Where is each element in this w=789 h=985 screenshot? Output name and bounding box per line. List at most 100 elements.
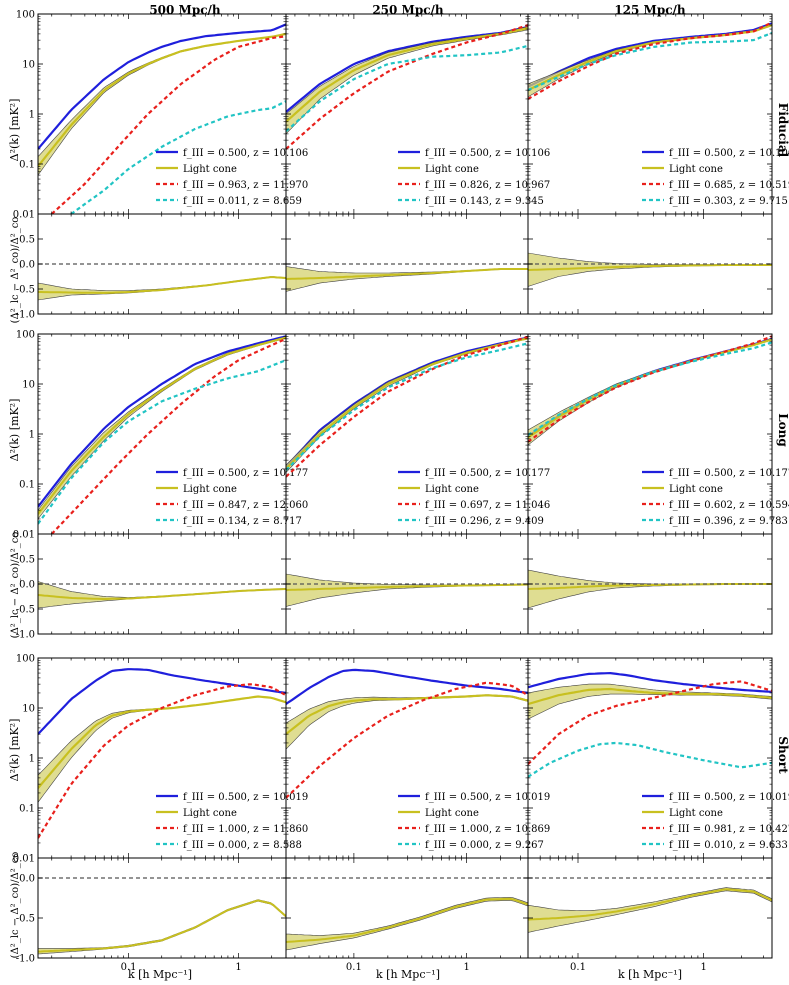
series-line-1 <box>38 668 286 735</box>
xlabel-3: k [h Mpc⁻¹] <box>618 968 682 981</box>
legend-label-1: f_III = 0.500, z = 10.019 <box>669 792 789 803</box>
ratio-band <box>528 569 772 609</box>
panel-3-3: f_III = 0.500, z = 10.019 Light cone f_III… <box>527 657 789 973</box>
series-line-4 <box>528 31 772 92</box>
legend-label-1: f_III = 0.500, z = 10.177 <box>183 468 308 479</box>
ratio-y-tick-label: -0.5 <box>16 605 35 616</box>
legend: f_III = 0.500, z = 10.177 Light cone f_III… <box>156 468 308 527</box>
ylabel-bottom-fiducial: (Δ²_lc − Δ²_co)/Δ²_co <box>10 217 21 324</box>
series-line-4 <box>286 44 528 133</box>
ratio-y-tick-label: 0.5 <box>19 555 35 566</box>
ylabel-top-fiducial: Δ²(k) [mK²] <box>8 99 21 162</box>
y-tick-label: 10 <box>22 380 35 391</box>
row-labels: Fiducial Long Short <box>776 103 789 774</box>
legend: f_III = 0.500, z = 10.106 Light cone f_III… <box>642 148 789 207</box>
ylabel-top-short: Δ²(k) [mK²] <box>8 719 21 782</box>
legend: f_III = 0.500, z = 10.019 Light cone f_III… <box>642 792 789 851</box>
legend-label-4: f_III = 0.396, z = 9.783 <box>669 516 788 527</box>
legend: f_III = 0.500, z = 10.019 Light cone f_III… <box>398 792 550 851</box>
ratio-band <box>286 266 528 292</box>
light-cone-band <box>528 338 772 446</box>
ylabel-top-long: Δ²(k) [mK²] <box>8 399 21 462</box>
power-spectrum-panel <box>286 335 528 478</box>
ratio-line <box>286 897 528 943</box>
legend-label-2: Light cone <box>425 164 479 175</box>
y-tick-label: 10 <box>22 704 35 715</box>
ratio-band <box>286 573 528 607</box>
x-tick-label: 0.1 <box>121 962 137 973</box>
legend-label-4: f_III = 0.296, z = 9.409 <box>425 516 544 527</box>
ratio-y-tick-label: -1.0 <box>16 630 35 641</box>
series-line-2 <box>528 687 772 706</box>
ratio-y-tick-label: -1.0 <box>16 954 35 965</box>
series-line-1 <box>286 25 528 113</box>
row-label-long: Long <box>776 413 789 447</box>
legend-label-4: f_III = 0.010, z = 9.633 <box>669 840 788 851</box>
legend-label-3: f_III = 0.963, z = 11.970 <box>183 180 308 191</box>
column-titles: 500 Mpc/h 250 Mpc/h 125 Mpc/h <box>149 3 686 17</box>
series-line-3 <box>50 35 286 214</box>
series-line-2 <box>528 24 772 92</box>
y-tick-label: 0.01 <box>13 530 35 541</box>
series-line-3 <box>286 681 528 799</box>
bottom-frame <box>527 857 773 959</box>
ratio-panel <box>286 263 528 292</box>
series-line-1 <box>38 335 286 508</box>
legend-label-2: Light cone <box>669 808 723 819</box>
legend-label-2: Light cone <box>425 484 479 495</box>
power-spectrum-panel <box>528 671 772 778</box>
light-cone-band <box>38 336 286 520</box>
light-cone-band <box>38 695 286 803</box>
legend-label-1: f_III = 0.500, z = 10.019 <box>183 792 308 803</box>
legend: f_III = 0.500, z = 10.177 Light cone f_III… <box>642 468 789 527</box>
ratio-panel <box>528 569 772 609</box>
ratio-line <box>38 899 286 953</box>
y-tick-label: 0.1 <box>19 804 35 815</box>
legend: f_III = 0.500, z = 10.106 Light cone f_III… <box>156 148 308 207</box>
ratio-panel <box>286 573 528 607</box>
ratio-y-tick-label: 0.0 <box>19 580 35 591</box>
legend-label-3: f_III = 0.602, z = 10.594 <box>669 500 789 511</box>
power-spectrum-panel <box>528 335 772 446</box>
y-tick-label: 1 <box>29 430 35 441</box>
x-axis-labels: k [h Mpc⁻¹] k [h Mpc⁻¹] k [h Mpc⁻¹] <box>128 968 682 981</box>
light-cone-band <box>38 33 286 176</box>
ratio-panel <box>38 263 286 301</box>
legend-label-4: f_III = 0.000, z = 9.267 <box>425 840 544 851</box>
series-line-2 <box>286 337 528 470</box>
panel-1-3: f_III = 0.500, z = 10.106 Light cone f_III… <box>527 13 789 315</box>
ratio-line <box>286 583 528 591</box>
bottom-frame <box>37 857 287 959</box>
series-line-3 <box>528 21 772 100</box>
series-line-2 <box>528 338 772 439</box>
ratio-panel <box>528 252 772 287</box>
legend-label-1: f_III = 0.500, z = 10.177 <box>425 468 550 479</box>
legend-label-4: f_III = 0.143, z = 9.345 <box>425 196 544 207</box>
panel-2-2: f_III = 0.500, z = 10.177 Light cone f_III… <box>285 333 550 635</box>
legend-label-1: f_III = 0.500, z = 10.106 <box>183 148 308 159</box>
ratio-band <box>38 581 286 609</box>
light-cone-band <box>286 694 528 750</box>
light-cone-band <box>286 337 528 473</box>
series-line-4 <box>528 741 772 778</box>
x-tick-label: 1 <box>700 962 706 973</box>
legend-label-2: Light cone <box>183 164 237 175</box>
legend-label-4: f_III = 0.303, z = 9.715 <box>669 196 788 207</box>
ratio-panel <box>38 581 286 609</box>
series-line-3 <box>528 680 772 765</box>
series-line-2 <box>38 32 286 167</box>
power-spectrum-panel <box>286 24 528 150</box>
y-tick-label: 100 <box>16 654 35 665</box>
ratio-y-tick-label: 0.0 <box>19 874 35 885</box>
power-spectrum-panel <box>38 23 286 214</box>
ratio-y-tick-label: -0.5 <box>16 285 35 296</box>
legend-label-2: Light cone <box>669 164 723 175</box>
series-line-1 <box>286 668 528 705</box>
legend-label-4: f_III = 0.000, z = 8.588 <box>183 840 302 851</box>
ratio-panel <box>286 877 528 951</box>
x-tick-label: 0.1 <box>346 962 362 973</box>
series-line-3 <box>286 335 528 478</box>
series-line-3 <box>38 683 286 839</box>
legend-label-4: f_III = 0.011, z = 8.659 <box>183 196 302 207</box>
